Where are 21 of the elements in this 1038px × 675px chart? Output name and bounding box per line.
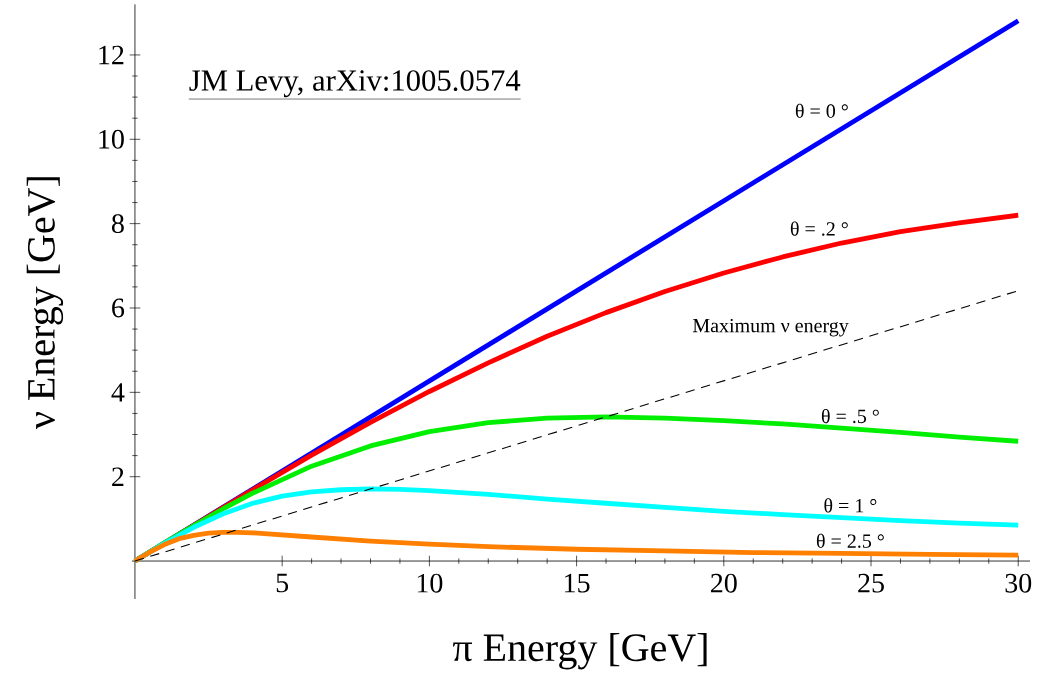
series-label: θ = 1 °: [824, 498, 877, 513]
y-axis-title: ν Energy [GeV]: [26, 177, 64, 430]
y-tick-label: 2: [112, 467, 124, 486]
series-label: θ = .2 °: [790, 221, 848, 236]
y-tick-label: 8: [111, 214, 124, 234]
annotation: JM Levy, arXiv:1005.0574: [189, 70, 521, 98]
x-tick-label: 5: [276, 573, 289, 593]
x-tick-label: 25: [858, 573, 884, 593]
x-tick-label: 10: [417, 573, 443, 593]
series-label: θ = 2.5 °: [816, 533, 884, 548]
x-tick-label: 20: [711, 573, 737, 593]
series-label: Maximum ν energy: [692, 318, 849, 337]
series-label: θ = 0 °: [795, 103, 848, 118]
y-tick-label: 12: [99, 45, 124, 65]
series-label: θ = .5 °: [821, 408, 879, 424]
y-tick-label: 4: [111, 383, 125, 402]
y-tick-label: 10: [99, 129, 124, 149]
x-tick-label: 30: [1005, 573, 1032, 593]
x-tick-label: 15: [565, 573, 590, 593]
y-tick-label: 6: [112, 298, 125, 318]
x-axis-title: π Energy [GeV]: [452, 633, 707, 670]
